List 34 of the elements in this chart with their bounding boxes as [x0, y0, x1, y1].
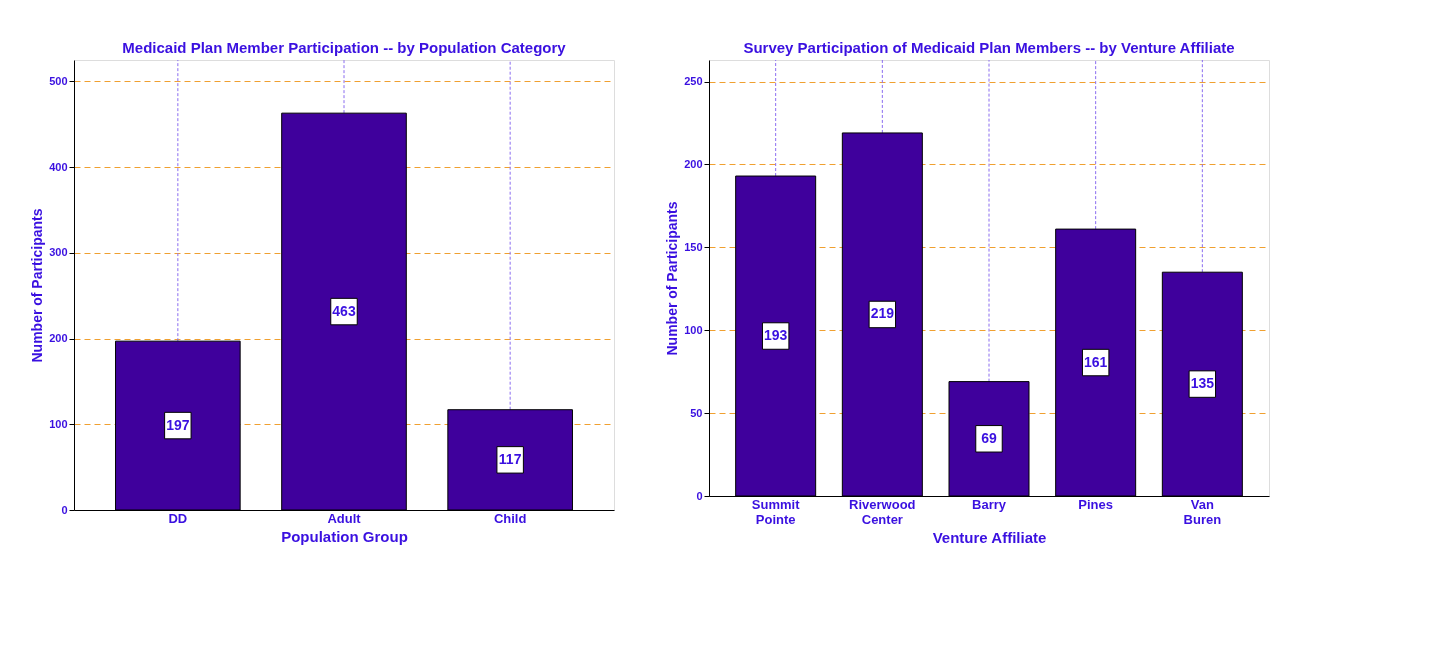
- data-label: 117: [498, 450, 522, 467]
- x-tick-label: Barry: [972, 496, 1007, 512]
- data-label: 219: [870, 305, 895, 322]
- x-tick-label: Van Buren: [1183, 496, 1222, 527]
- x-axis-title: Venture Affiliate: [932, 528, 1047, 546]
- data-label: 135: [1190, 375, 1215, 392]
- x-axis-title: Population Group: [281, 527, 408, 545]
- y-tick-label: 50: [690, 406, 703, 419]
- y-axis-title: Number of Participants: [664, 201, 681, 356]
- x-tick-label: Riverwood Center: [849, 496, 916, 527]
- y-tick-label: 500: [49, 74, 68, 87]
- x-tick-label: Adult: [327, 510, 362, 526]
- data-label: 161: [1083, 353, 1108, 370]
- y-tick-label: 0: [696, 489, 703, 502]
- y-tick-label: 200: [49, 332, 68, 345]
- y-tick-label: 0: [61, 503, 68, 516]
- y-tick-label: 200: [684, 157, 703, 170]
- y-tick-label: 150: [684, 240, 703, 253]
- y-tick-label: 250: [684, 75, 703, 88]
- data-label: 463: [332, 302, 356, 319]
- chart-title: Medicaid Plan Member Participation -- by Population Category: [122, 38, 567, 56]
- data-label: 69: [981, 429, 997, 446]
- data-label: 197: [166, 416, 190, 433]
- data-label: 193: [763, 327, 788, 344]
- x-tick-label: DD: [168, 510, 188, 526]
- x-tick-label: Pines: [1078, 496, 1114, 512]
- y-tick-label: 100: [684, 323, 703, 336]
- x-tick-label: Child: [493, 510, 527, 526]
- x-tick-label: Summit Pointe: [751, 496, 801, 527]
- y-tick-label: 300: [49, 246, 68, 259]
- y-tick-label: 100: [49, 417, 68, 430]
- chart-title: Survey Participation of Medicaid Plan Members -- by Venture Affiliate: [743, 38, 1235, 56]
- y-axis-title: Number of Participants: [29, 208, 46, 363]
- y-tick-label: 400: [49, 160, 68, 173]
